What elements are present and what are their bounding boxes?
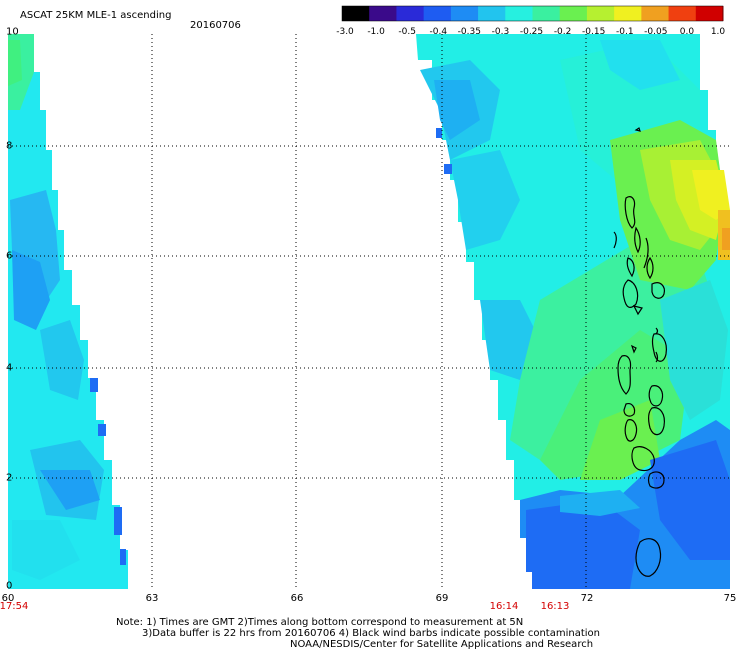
x-tick-label: 60: [1, 593, 15, 604]
y-tick-label: 6: [6, 250, 13, 262]
time-label-right-swath-1: 16:14: [489, 601, 519, 612]
colorbar-label: -0.05: [644, 27, 668, 37]
colorbar-swatch: [450, 6, 479, 21]
y-tick-label: 4: [6, 362, 13, 374]
x-tick-label: 63: [145, 593, 159, 604]
colorbar-swatch: [505, 6, 533, 21]
note-line-3: NOAA/NESDIS/Center for Satellite Applica…: [290, 639, 594, 650]
colorbar-swatch: [641, 6, 670, 21]
graticule: [8, 34, 730, 589]
map-date: 20160706: [190, 20, 241, 31]
colorbar-label: 0.0: [679, 27, 695, 37]
colorbar-swatch: [614, 6, 642, 21]
y-tick-label: 0: [6, 580, 13, 592]
colorbar-swatch: [342, 6, 370, 21]
colorbar-swatch: [396, 6, 425, 21]
x-tick-label: 69: [435, 593, 449, 604]
colorbar-swatch: [559, 6, 588, 21]
colorbar-label: -0.5: [398, 27, 416, 37]
colorbar: [341, 5, 724, 22]
colorbar-swatch: [478, 6, 506, 21]
colorbar-swatch: [532, 6, 561, 21]
note-line-2: 3)Data buffer is 22 hrs from 20160706 4)…: [142, 628, 600, 639]
left-swath: [8, 34, 128, 589]
colorbar-frame: [341, 5, 724, 22]
colorbar-label: 1.0: [710, 27, 726, 37]
colorbar-label: -0.3: [491, 27, 510, 37]
note-line-1: Note: 1) Times are GMT 2)Times along bot…: [116, 617, 524, 628]
colorbar-label: -0.4: [429, 27, 448, 37]
colorbar-label: -3.0: [336, 27, 354, 37]
y-tick-label: 10: [6, 26, 19, 38]
x-tick-label: 66: [290, 593, 304, 604]
atoll-outlines: [613, 127, 667, 577]
colorbar-label: -0.35: [457, 27, 481, 37]
colorbar-label: -0.25: [519, 27, 544, 37]
y-tick-label: 2: [6, 472, 13, 484]
colorbar-label: -0.1: [616, 27, 634, 37]
x-tick-label: 72: [580, 593, 594, 604]
y-tick-label: 8: [6, 140, 13, 152]
colorbar-swatch: [369, 6, 397, 21]
colorbar-swatch: [423, 6, 452, 21]
x-tick-label: 75: [723, 593, 737, 604]
colorbar-swatch: [668, 6, 697, 21]
colorbar-swatch: [586, 6, 615, 21]
time-label-left-swath: 17:54: [0, 601, 29, 612]
right-swath: [416, 34, 730, 589]
colorbar-label: -1.0: [367, 27, 385, 37]
colorbar-label: -0.2: [553, 27, 572, 37]
colorbar-label: -0.15: [582, 27, 606, 37]
colorbar-swatch: [695, 6, 724, 21]
time-label-right-swath-2: 16:13: [540, 601, 570, 612]
map-title: ASCAT 25KM MLE-1 ascending: [20, 10, 172, 21]
